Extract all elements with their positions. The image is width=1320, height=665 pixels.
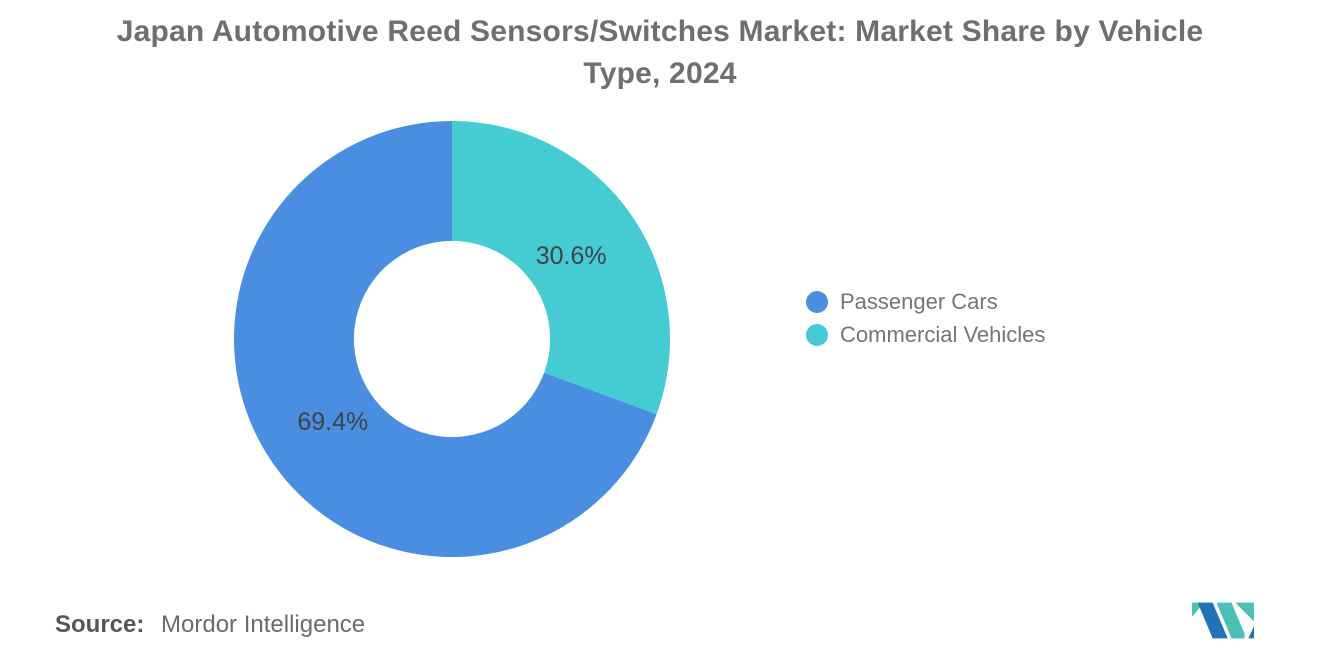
mordor-intelligence-logo	[1192, 602, 1254, 639]
source-label: Source:	[55, 611, 145, 638]
logo-shape-blue-bottom-right	[1248, 626, 1254, 639]
legend-label-commercial-vehicles: Commercial Vehicles	[840, 321, 1046, 347]
logo-shape-teal-middle-band	[1216, 602, 1245, 639]
legend-item-passenger-cars[interactable]: Passenger Cars	[806, 285, 1045, 318]
chart-title: Japan Automotive Reed Sensors/Switches M…	[0, 11, 1320, 95]
legend-marker-commercial-vehicles	[806, 323, 828, 346]
logo-shape-blue-left-band	[1197, 602, 1228, 639]
logo-shape-teal-top-left	[1192, 602, 1205, 617]
source-value: Mordor Intelligence	[161, 611, 366, 638]
donut-chart[interactable]: 69.4% 30.6%	[232, 119, 672, 559]
source-note: Source: Mordor Intelligence	[55, 611, 365, 639]
legend-item-commercial-vehicles[interactable]: Commercial Vehicles	[806, 318, 1045, 351]
legend: Passenger Cars Commercial Vehicles	[806, 285, 1045, 351]
donut-slice-passenger-cars[interactable]	[233, 121, 657, 557]
donut-slice-commercial-vehicles[interactable]	[452, 121, 670, 415]
slice-label-commercial-vehicles: 30.6%	[536, 242, 607, 270]
chart-title-line2: Type, 2024	[583, 57, 737, 90]
chart-title-line1: Japan Automotive Reed Sensors/Switches M…	[116, 15, 1204, 48]
legend-label-passenger-cars: Passenger Cars	[840, 288, 998, 314]
slice-label-passenger-cars: 69.4%	[297, 408, 368, 436]
legend-marker-passenger-cars	[806, 290, 828, 313]
